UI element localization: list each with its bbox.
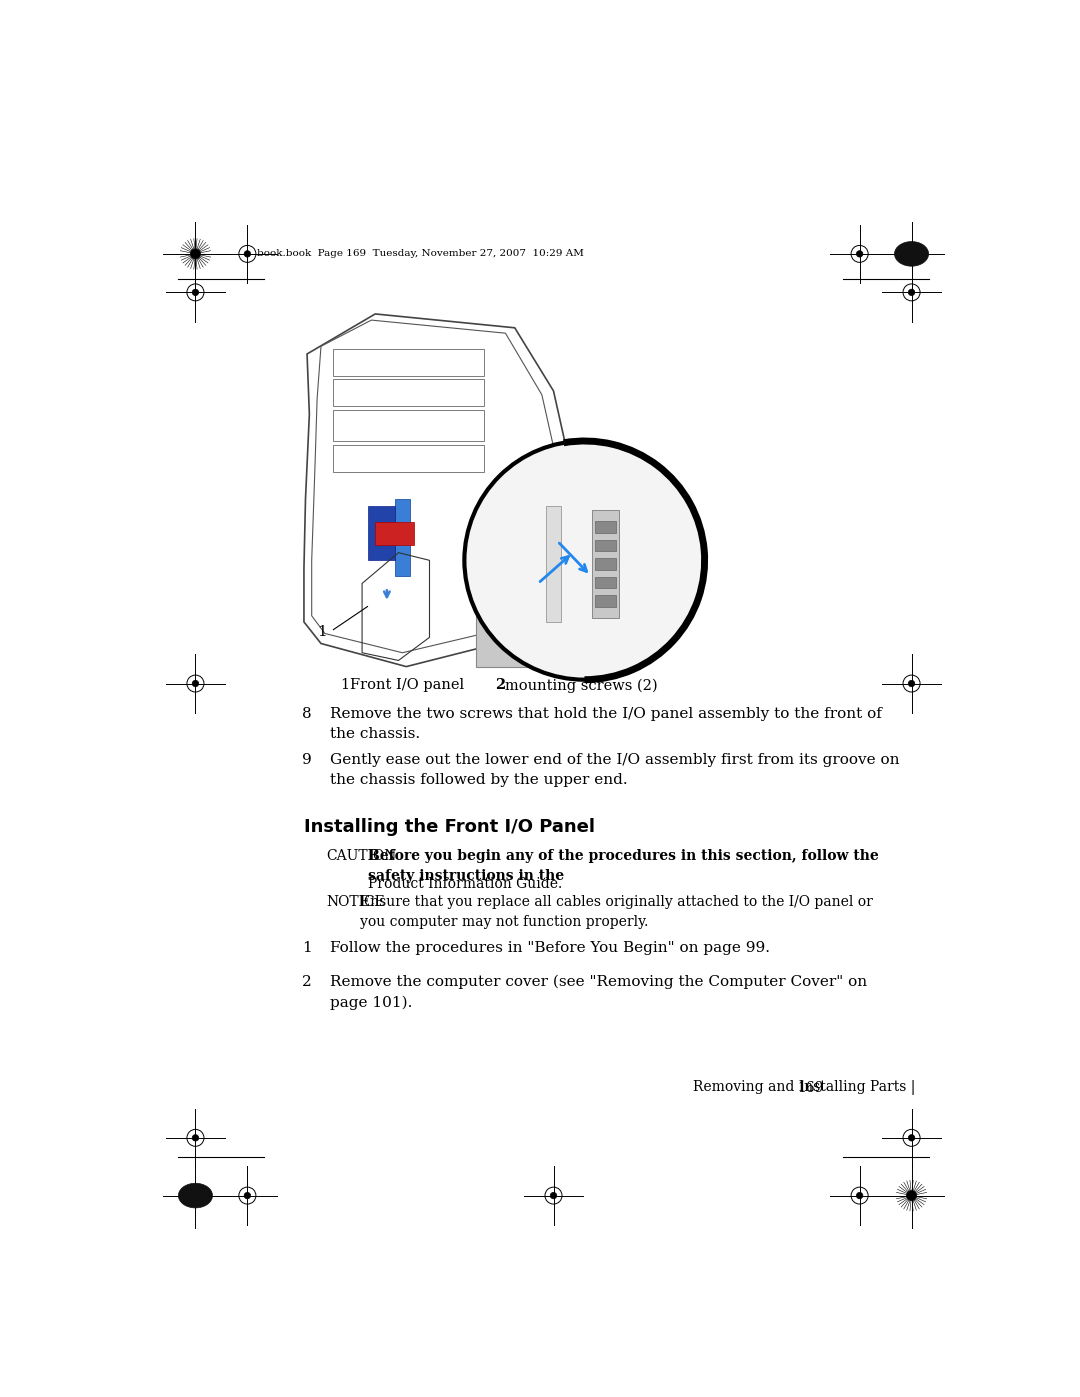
Circle shape [551,1193,556,1199]
Polygon shape [375,522,414,545]
Text: 9: 9 [302,753,312,767]
Text: 2: 2 [302,975,312,989]
Text: 1: 1 [340,678,350,692]
Text: Follow the procedures in "Before You Begin" on page 99.: Follow the procedures in "Before You Beg… [330,942,770,956]
Circle shape [908,680,915,687]
Polygon shape [595,557,617,570]
Text: Remove the two screws that hold the I/O panel assembly to the front of
the chass: Remove the two screws that hold the I/O … [330,707,882,740]
Text: Product Information Guide.: Product Information Guide. [367,877,562,891]
Polygon shape [595,577,617,588]
Circle shape [190,249,201,258]
Circle shape [192,289,199,296]
Circle shape [464,441,704,680]
Text: CAUTION: CAUTION [326,849,396,863]
Polygon shape [394,499,410,576]
Polygon shape [367,507,394,560]
Circle shape [856,250,863,257]
Ellipse shape [894,242,929,267]
Text: Ensure that you replace all cables originally attached to the I/O panel or
you c: Ensure that you replace all cables origi… [360,895,873,929]
Text: 1: 1 [318,624,327,638]
Text: Front I/O panel: Front I/O panel [350,678,463,692]
Text: Gently ease out the lower end of the I/O assembly first from its groove on
the c: Gently ease out the lower end of the I/O… [330,753,900,787]
Polygon shape [595,521,617,532]
Text: Before you begin any of the procedures in this section, follow the
safety instru: Before you begin any of the procedures i… [367,849,878,883]
Polygon shape [476,599,530,666]
Polygon shape [595,595,617,606]
Text: Removing and Installing Parts |: Removing and Installing Parts | [693,1080,916,1095]
Text: 2: 2 [627,659,637,673]
Circle shape [908,1134,915,1141]
Polygon shape [592,510,619,617]
Text: mounting screws (2): mounting screws (2) [504,678,658,693]
Circle shape [192,680,199,687]
Text: 8: 8 [302,707,312,721]
Circle shape [192,1134,199,1141]
Polygon shape [545,507,562,622]
Text: book.book  Page 169  Tuesday, November 27, 2007  10:29 AM: book.book Page 169 Tuesday, November 27,… [257,250,584,258]
Text: 2: 2 [496,678,505,692]
Text: Installing the Front I/O Panel: Installing the Front I/O Panel [303,819,595,837]
Text: 169: 169 [798,1081,824,1095]
Circle shape [906,1190,917,1200]
Text: Remove the computer cover (see "Removing the Computer Cover" on
page 101).: Remove the computer cover (see "Removing… [330,975,867,1010]
Circle shape [244,1193,251,1199]
Circle shape [244,250,251,257]
Text: 1: 1 [302,942,312,956]
Circle shape [908,289,915,296]
Ellipse shape [178,1183,213,1208]
Polygon shape [595,539,617,550]
Text: NOTICE: NOTICE [326,895,386,909]
Circle shape [856,1193,863,1199]
